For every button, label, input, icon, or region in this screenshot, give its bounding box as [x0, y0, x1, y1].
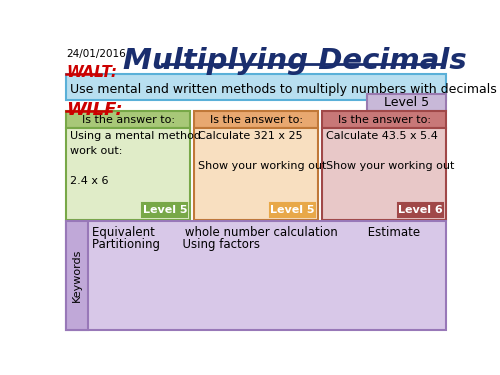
- FancyBboxPatch shape: [66, 74, 446, 100]
- FancyBboxPatch shape: [322, 111, 446, 128]
- FancyBboxPatch shape: [66, 221, 446, 330]
- Text: Level 6: Level 6: [398, 205, 443, 215]
- Text: Equivalent        whole number calculation        Estimate: Equivalent whole number calculation Esti…: [92, 226, 420, 239]
- FancyBboxPatch shape: [398, 203, 443, 217]
- FancyBboxPatch shape: [142, 203, 188, 217]
- Text: Multiplying Decimals: Multiplying Decimals: [123, 47, 467, 75]
- Text: Use mental and written methods to multiply numbers with decimals: Use mental and written methods to multip…: [70, 84, 497, 96]
- Text: Level 5: Level 5: [384, 96, 429, 109]
- Text: Calculate 321 x 25

Show your working out: Calculate 321 x 25 Show your working out: [198, 131, 326, 171]
- Text: Level 5: Level 5: [142, 205, 187, 215]
- FancyBboxPatch shape: [322, 128, 446, 220]
- FancyBboxPatch shape: [194, 128, 318, 220]
- Text: Calculate 43.5 x 5.4

Show your working out: Calculate 43.5 x 5.4 Show your working o…: [326, 131, 454, 171]
- Text: WALT:: WALT:: [66, 65, 118, 80]
- Text: Level 5: Level 5: [270, 205, 315, 215]
- FancyBboxPatch shape: [194, 111, 318, 128]
- Text: Is the answer to:: Is the answer to:: [210, 115, 303, 125]
- FancyBboxPatch shape: [66, 128, 190, 220]
- Text: Partitioning      Using factors: Partitioning Using factors: [92, 238, 260, 251]
- FancyBboxPatch shape: [66, 221, 88, 330]
- Text: Is the answer to:: Is the answer to:: [82, 115, 175, 125]
- Text: Is the answer to:: Is the answer to:: [338, 115, 430, 125]
- Text: Using a mental method
work out:

2.4 x 6: Using a mental method work out: 2.4 x 6: [70, 131, 201, 186]
- Text: WILF:: WILF:: [66, 101, 123, 119]
- Text: 24/01/2016: 24/01/2016: [66, 49, 126, 59]
- FancyBboxPatch shape: [367, 94, 446, 111]
- Text: Keywords: Keywords: [72, 249, 82, 302]
- FancyBboxPatch shape: [270, 203, 315, 217]
- FancyBboxPatch shape: [66, 111, 190, 128]
